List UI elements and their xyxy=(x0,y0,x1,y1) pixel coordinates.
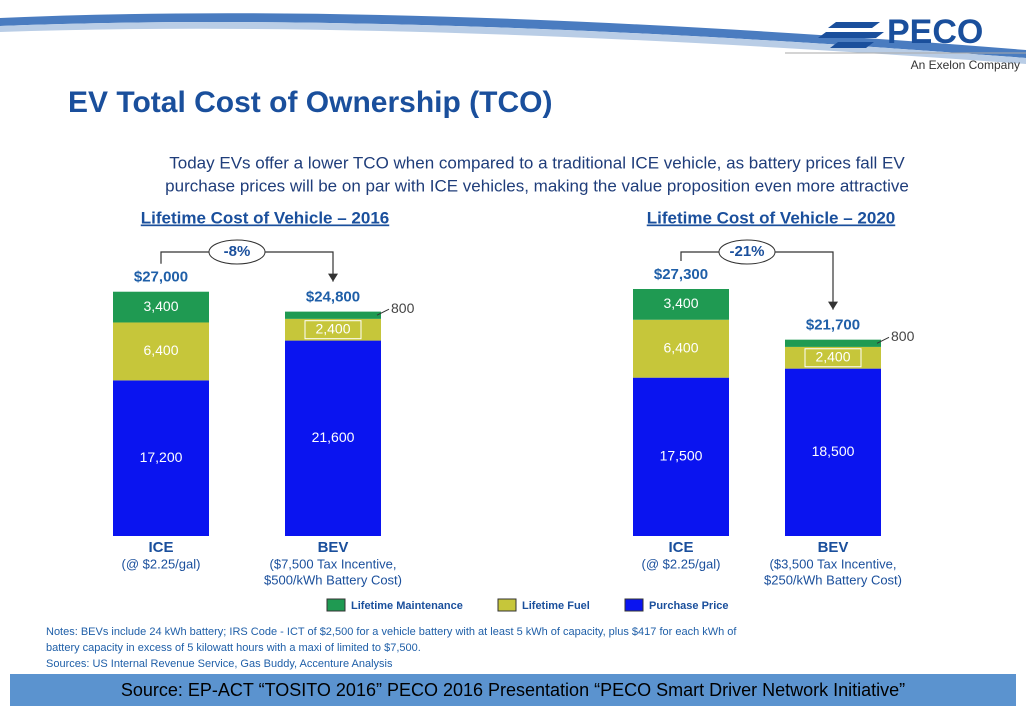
arrow-head xyxy=(828,301,838,310)
bar-segment xyxy=(633,289,729,320)
bar-segment xyxy=(113,380,209,536)
change-oval xyxy=(208,239,266,265)
category-note: (@ $2.25/gal) xyxy=(122,556,201,571)
bar-segment xyxy=(633,377,729,536)
bar-segment xyxy=(285,311,381,319)
change-label: -8% xyxy=(224,243,251,260)
value-label: 17,200 xyxy=(140,449,183,465)
value-label: 3,400 xyxy=(663,295,698,311)
leader-line xyxy=(376,308,390,316)
legend-label: Lifetime Maintenance xyxy=(351,600,463,612)
bar-segment xyxy=(285,340,381,536)
value-label: 2,400 xyxy=(315,320,350,336)
header-swoosh xyxy=(0,13,1026,58)
logo: PECO xyxy=(887,13,983,51)
change-oval xyxy=(718,239,776,265)
bar-segment xyxy=(785,339,881,347)
slide-title: EV Total Cost of Ownership (TCO) xyxy=(68,86,552,119)
legend-label: Lifetime Fuel xyxy=(522,600,590,612)
category-label: ICE xyxy=(148,539,173,556)
value-label: 17,500 xyxy=(660,448,703,464)
category-note: ($7,500 Tax Incentive, xyxy=(270,556,397,571)
value-label: 6,400 xyxy=(143,342,178,358)
value-label: 800 xyxy=(891,328,915,344)
leader-line xyxy=(876,336,890,344)
category-note: (@ $2.25/gal) xyxy=(642,556,721,571)
note: battery capacity in excess of 5 kilowatt… xyxy=(46,642,421,654)
chart-title: Lifetime Cost of Vehicle – 2016 xyxy=(141,208,389,227)
legend-swatch xyxy=(624,598,644,612)
change-label: -21% xyxy=(729,243,764,260)
value-label: 6,400 xyxy=(663,339,698,355)
source-bar xyxy=(10,674,1016,706)
value-label: 21,600 xyxy=(312,429,355,445)
total-label: $27,000 xyxy=(134,269,188,286)
legend-swatch xyxy=(326,598,346,612)
legend-label: Purchase Price xyxy=(649,600,729,612)
value-label: 3,400 xyxy=(143,298,178,314)
total-label: $21,700 xyxy=(806,317,860,334)
note: Sources: US Internal Revenue Service, Ga… xyxy=(46,658,393,670)
category-label: BEV xyxy=(318,539,349,556)
subtitle: purchase prices will be on par with ICE … xyxy=(165,176,909,195)
subtitle: Today EVs offer a lower TCO when compare… xyxy=(169,153,905,172)
category-label: BEV xyxy=(818,539,849,556)
label-box xyxy=(804,348,862,368)
bar-segment xyxy=(113,322,209,381)
header-swoosh-light xyxy=(0,22,1026,64)
total-label: $27,300 xyxy=(654,266,708,283)
arrow-head xyxy=(328,273,338,282)
total-label: $24,800 xyxy=(306,289,360,306)
category-note: $500/kWh Battery Cost) xyxy=(264,572,402,587)
value-label: 800 xyxy=(391,300,415,316)
chart-title: Lifetime Cost of Vehicle – 2020 xyxy=(647,208,895,227)
logo-mark xyxy=(818,22,884,48)
category-note: $250/kWh Battery Cost) xyxy=(764,572,902,587)
value-label: 18,500 xyxy=(812,443,855,459)
bar-segment xyxy=(785,368,881,536)
value-label: 2,400 xyxy=(815,348,850,364)
source: Source: EP-ACT “TOSITO 2016” PECO 2016 P… xyxy=(121,680,905,700)
note: Notes: BEVs include 24 kWh battery; IRS … xyxy=(46,626,737,638)
bar-segment xyxy=(113,291,209,323)
label-box xyxy=(304,320,362,340)
category-note: ($3,500 Tax Incentive, xyxy=(770,556,897,571)
bar-segment xyxy=(633,319,729,378)
category-label: ICE xyxy=(668,539,693,556)
logo-tagline: An Exelon Company xyxy=(911,58,1020,72)
legend-swatch xyxy=(497,598,517,612)
